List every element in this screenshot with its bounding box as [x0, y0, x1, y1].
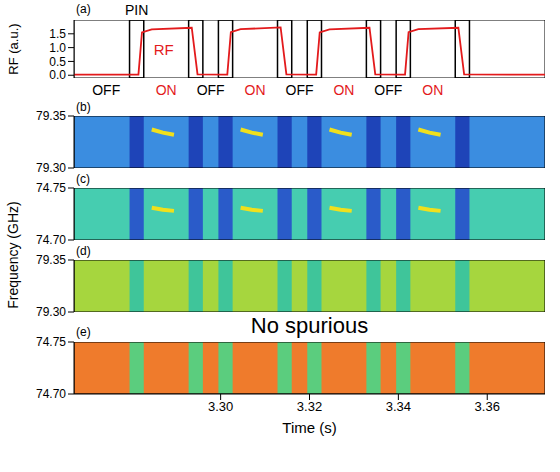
- html-text:(c): (c): [76, 172, 90, 186]
- html-text:(d): (d): [76, 244, 91, 258]
- svg-text:1.0: 1.0: [49, 41, 66, 55]
- svg-text:74.75: 74.75: [36, 335, 66, 349]
- html-text:OFF: OFF: [196, 82, 225, 98]
- svg-text:79.35: 79.35: [36, 253, 66, 267]
- svg-text:1.5: 1.5: [49, 27, 66, 41]
- html-text:(a): (a): [76, 2, 91, 16]
- svg-text:79.35: 79.35: [36, 109, 66, 123]
- html-text:(e): (e): [76, 325, 91, 339]
- html-text:No spurious: No spurious: [250, 313, 369, 338]
- html-text:OFF: OFF: [374, 82, 403, 98]
- svg-text:3.32: 3.32: [297, 399, 322, 414]
- html-text:ON: ON: [155, 82, 177, 98]
- html-text:(b): (b): [76, 100, 91, 114]
- html-text:RF: RF: [153, 41, 174, 58]
- svg-text:0.0: 0.0: [49, 68, 66, 82]
- html-text:Time (s): Time (s): [282, 419, 337, 436]
- svg-text:74.70: 74.70: [36, 233, 66, 247]
- svg-text:0.5: 0.5: [49, 55, 66, 69]
- html-text:Frequency (GHz): Frequency (GHz): [5, 201, 22, 309]
- html-text:OFF: OFF: [92, 82, 121, 98]
- svg-text:3.34: 3.34: [386, 399, 411, 414]
- html-text:ON: ON: [333, 82, 355, 98]
- svg-text:74.70: 74.70: [36, 387, 66, 401]
- html-text:PIN: PIN: [125, 2, 149, 18]
- html-text:ON: ON: [244, 82, 266, 98]
- svg-text:3.36: 3.36: [475, 399, 500, 414]
- html-text:RF (a.u.): RF (a.u.): [5, 23, 21, 75]
- svg-text:74.75: 74.75: [36, 181, 66, 195]
- svg-text:79.30: 79.30: [36, 161, 66, 175]
- html-text:OFF: OFF: [285, 82, 314, 98]
- svg-text:3.30: 3.30: [208, 399, 233, 414]
- html-text:ON: ON: [422, 82, 444, 98]
- svg-text:79.30: 79.30: [36, 305, 66, 319]
